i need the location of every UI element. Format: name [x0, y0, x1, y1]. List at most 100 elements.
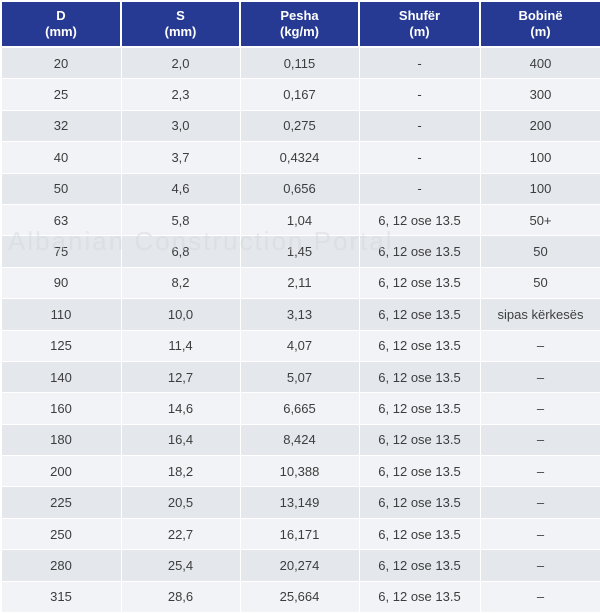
cell-diameter: 20: [0, 46, 122, 80]
cell-weight: 25,664: [239, 580, 360, 613]
cell-bar-length: 6, 12 ose 13.5: [358, 486, 481, 519]
cell-wall-thickness: 10,0: [120, 298, 241, 331]
cell-coil-length: –: [479, 517, 600, 551]
cell-bar-length: 6, 12 ose 13.5: [358, 266, 481, 300]
cell-weight: 1,45: [239, 235, 360, 268]
table-row: 180 16,4 8,424 6, 12 ose 13.5–: [0, 423, 600, 457]
cell-bar-length: -: [358, 78, 481, 111]
cell-weight: 0,167: [239, 78, 360, 111]
header-diameter: D (mm): [0, 0, 122, 48]
cell-diameter: 25: [0, 78, 122, 111]
cell-wall-thickness: 8,2: [120, 266, 241, 300]
cell-wall-thickness: 4,6: [120, 172, 241, 205]
cell-diameter: 50: [0, 172, 122, 205]
cell-coil-length: –: [479, 549, 600, 582]
table-body: 20 2,0 0,115-400 25 2,3 0,167-300 32 3,0 0,275-2…: [0, 46, 600, 613]
cell-weight: 0,4324: [239, 141, 360, 174]
cell-weight: 2,11: [239, 266, 360, 300]
table-row: 50 4,6 0,656-100: [0, 172, 600, 205]
cell-diameter: 110: [0, 298, 122, 331]
cell-wall-thickness: 22,7: [120, 517, 241, 551]
cell-coil-length: 100: [479, 172, 600, 205]
cell-wall-thickness: 12,7: [120, 360, 241, 394]
cell-wall-thickness: 25,4: [120, 549, 241, 582]
table-row: 32 3,0 0,275-200: [0, 109, 600, 143]
cell-weight: 3,13: [239, 298, 360, 331]
cell-coil-length: –: [479, 392, 600, 425]
cell-diameter: 63: [0, 203, 122, 237]
cell-diameter: 250: [0, 517, 122, 551]
cell-bar-length: 6, 12 ose 13.5: [358, 329, 481, 362]
cell-wall-thickness: 5,8: [120, 203, 241, 237]
cell-weight: 20,274: [239, 549, 360, 582]
cell-diameter: 180: [0, 423, 122, 457]
table-row: 280 25,4 20,274 6, 12 ose 13.5–: [0, 549, 600, 582]
cell-diameter: 90: [0, 266, 122, 300]
cell-weight: 16,171: [239, 517, 360, 551]
cell-diameter: 40: [0, 141, 122, 174]
cell-diameter: 75: [0, 235, 122, 268]
header-wall-thickness: S (mm): [120, 0, 241, 48]
header-bar-length-name: Shufër: [398, 8, 441, 23]
table-row: 25 2,3 0,167-300: [0, 78, 600, 111]
cell-coil-length: 300: [479, 78, 600, 111]
cell-weight: 1,04: [239, 203, 360, 237]
table-row: 160 14,6 6,665 6, 12 ose 13.5–: [0, 392, 600, 425]
cell-bar-length: 6, 12 ose 13.5: [358, 360, 481, 394]
cell-diameter: 225: [0, 486, 122, 519]
header-weight-name: Pesha: [280, 8, 319, 23]
cell-weight: 5,07: [239, 360, 360, 394]
cell-coil-length: 50: [479, 266, 600, 300]
table-row: 250 22,7 16,171 6, 12 ose 13.5–: [0, 517, 600, 551]
cell-coil-length: –: [479, 486, 600, 519]
cell-wall-thickness: 3,0: [120, 109, 241, 143]
table-row: 140 12,7 5,07 6, 12 ose 13.5–: [0, 360, 600, 394]
cell-bar-length: 6, 12 ose 13.5: [358, 580, 481, 613]
cell-diameter: 125: [0, 329, 122, 362]
cell-weight: 0,656: [239, 172, 360, 205]
cell-wall-thickness: 18,2: [120, 455, 241, 488]
cell-weight: 10,388: [239, 455, 360, 488]
table-row: 225 20,5 13,149 6, 12 ose 13.5–: [0, 486, 600, 519]
table-row: 90 8,2 2,11 6, 12 ose 13.5 50: [0, 266, 600, 300]
cell-weight: 0,115: [239, 46, 360, 80]
header-coil-length-unit: (m): [530, 24, 551, 39]
cell-bar-length: 6, 12 ose 13.5: [358, 298, 481, 331]
table-row: 20 2,0 0,115-400: [0, 46, 600, 80]
table-header-row: D (mm) S (mm) Pesha (kg/m) Shufër (m) Bo…: [0, 0, 600, 48]
cell-bar-length: 6, 12 ose 13.5: [358, 235, 481, 268]
cell-weight: 0,275: [239, 109, 360, 143]
cell-diameter: 315: [0, 580, 122, 613]
cell-wall-thickness: 2,0: [120, 46, 241, 80]
table-row: 200 18,2 10,388 6, 12 ose 13.5–: [0, 455, 600, 488]
cell-bar-length: 6, 12 ose 13.5: [358, 203, 481, 237]
header-wall-thickness-unit: (mm): [164, 24, 197, 39]
cell-wall-thickness: 20,5: [120, 486, 241, 519]
header-diameter-name: D: [56, 8, 66, 23]
header-wall-thickness-name: S: [176, 8, 185, 23]
cell-bar-length: -: [358, 141, 481, 174]
cell-coil-length: –: [479, 360, 600, 394]
cell-wall-thickness: 28,6: [120, 580, 241, 613]
cell-diameter: 280: [0, 549, 122, 582]
cell-coil-length: –: [479, 329, 600, 362]
cell-weight: 4,07: [239, 329, 360, 362]
cell-coil-length: –: [479, 455, 600, 488]
cell-bar-length: -: [358, 172, 481, 205]
cell-coil-length: 50+: [479, 203, 600, 237]
cell-diameter: 160: [0, 392, 122, 425]
cell-wall-thickness: 2,3: [120, 78, 241, 111]
header-diameter-unit: (mm): [45, 24, 77, 39]
table-row: 63 5,8 1,04 6, 12 ose 13.5 50+: [0, 203, 600, 237]
header-bar-length: Shufër (m): [358, 0, 481, 48]
cell-weight: 13,149: [239, 486, 360, 519]
cell-bar-length: 6, 12 ose 13.5: [358, 455, 481, 488]
header-weight: Pesha (kg/m): [239, 0, 360, 48]
cell-bar-length: -: [358, 109, 481, 143]
cell-diameter: 200: [0, 455, 122, 488]
cell-coil-length: 200: [479, 109, 600, 143]
cell-diameter: 32: [0, 109, 122, 143]
cell-diameter: 140: [0, 360, 122, 394]
